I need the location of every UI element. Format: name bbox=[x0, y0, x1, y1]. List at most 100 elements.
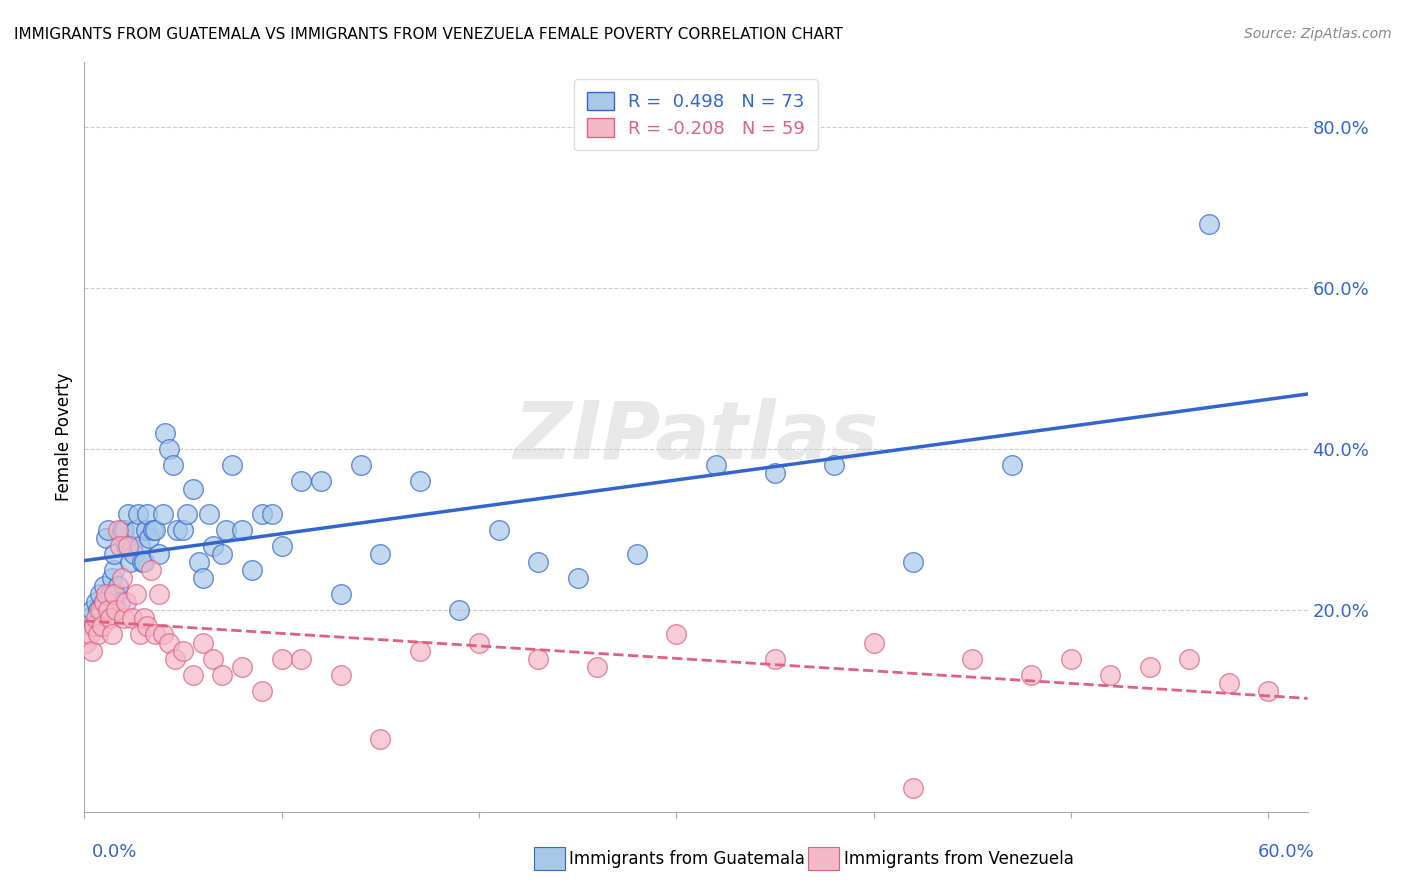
Point bbox=[131, 555, 153, 569]
Point bbox=[157, 635, 180, 649]
Point bbox=[94, 531, 117, 545]
Point bbox=[290, 651, 312, 665]
Text: Immigrants from Venezuela: Immigrants from Venezuela bbox=[844, 850, 1073, 868]
Point bbox=[98, 587, 121, 601]
Point bbox=[114, 539, 136, 553]
Point bbox=[201, 539, 224, 553]
Point bbox=[91, 603, 114, 617]
Point bbox=[124, 523, 146, 537]
Point bbox=[114, 595, 136, 609]
Point bbox=[181, 483, 204, 497]
Point bbox=[82, 603, 104, 617]
Point bbox=[901, 555, 924, 569]
Point bbox=[122, 547, 145, 561]
Point bbox=[136, 619, 159, 633]
Point bbox=[104, 603, 127, 617]
Point bbox=[111, 523, 134, 537]
Point bbox=[108, 539, 131, 553]
Point bbox=[231, 659, 253, 673]
Point bbox=[270, 651, 292, 665]
Text: 0.0%: 0.0% bbox=[91, 843, 136, 861]
Point bbox=[98, 611, 121, 625]
Point bbox=[181, 667, 204, 681]
Point bbox=[862, 635, 884, 649]
Point bbox=[93, 595, 115, 609]
Point bbox=[84, 611, 107, 625]
Point bbox=[449, 603, 471, 617]
Point bbox=[1257, 684, 1279, 698]
Point bbox=[191, 571, 214, 585]
Point bbox=[157, 442, 180, 457]
Point bbox=[103, 563, 125, 577]
Point bbox=[1198, 217, 1220, 231]
Point bbox=[103, 547, 125, 561]
Point bbox=[148, 587, 170, 601]
Point bbox=[704, 458, 727, 473]
Point bbox=[77, 611, 100, 625]
Point bbox=[1099, 667, 1122, 681]
Point bbox=[409, 643, 432, 657]
Point bbox=[1178, 651, 1201, 665]
Point bbox=[103, 587, 125, 601]
Point bbox=[138, 531, 160, 545]
Point bbox=[121, 539, 143, 553]
Point bbox=[1001, 458, 1024, 473]
Point bbox=[79, 627, 101, 641]
Point bbox=[132, 555, 155, 569]
Point bbox=[124, 587, 146, 601]
Point bbox=[127, 507, 149, 521]
Point bbox=[1139, 659, 1161, 673]
Point bbox=[172, 523, 194, 537]
Point bbox=[132, 611, 155, 625]
Point bbox=[763, 467, 786, 481]
Text: ZIPatlas: ZIPatlas bbox=[513, 398, 879, 476]
Point bbox=[87, 627, 110, 641]
Point bbox=[665, 627, 688, 641]
Text: Source: ZipAtlas.com: Source: ZipAtlas.com bbox=[1244, 27, 1392, 41]
Point bbox=[240, 563, 263, 577]
Point bbox=[527, 555, 550, 569]
Point bbox=[1021, 667, 1043, 681]
Text: Immigrants from Guatemala: Immigrants from Guatemala bbox=[569, 850, 806, 868]
Text: IMMIGRANTS FROM GUATEMALA VS IMMIGRANTS FROM VENEZUELA FEMALE POVERTY CORRELATIO: IMMIGRANTS FROM GUATEMALA VS IMMIGRANTS … bbox=[14, 27, 844, 42]
Point bbox=[176, 507, 198, 521]
Point bbox=[901, 780, 924, 795]
Point bbox=[215, 523, 238, 537]
Point bbox=[329, 587, 352, 601]
Point bbox=[172, 643, 194, 657]
Point bbox=[141, 563, 163, 577]
Point bbox=[128, 627, 150, 641]
Point bbox=[82, 643, 104, 657]
Point bbox=[136, 507, 159, 521]
Point bbox=[93, 595, 115, 609]
Point bbox=[152, 627, 174, 641]
Point bbox=[368, 547, 391, 561]
Point bbox=[166, 523, 188, 537]
Point bbox=[823, 458, 845, 473]
Point bbox=[117, 507, 139, 521]
Point bbox=[87, 603, 110, 617]
Point bbox=[101, 627, 124, 641]
Point bbox=[960, 651, 983, 665]
Point bbox=[162, 458, 184, 473]
Point bbox=[107, 523, 129, 537]
Text: 60.0%: 60.0% bbox=[1258, 843, 1315, 861]
Point bbox=[290, 475, 312, 489]
Point bbox=[201, 651, 224, 665]
Point bbox=[118, 555, 141, 569]
Point bbox=[191, 635, 214, 649]
Point bbox=[117, 539, 139, 553]
Point bbox=[270, 539, 292, 553]
Point bbox=[488, 523, 510, 537]
Y-axis label: Female Poverty: Female Poverty bbox=[55, 373, 73, 501]
Point bbox=[101, 571, 124, 585]
Point bbox=[89, 587, 111, 601]
Point bbox=[135, 523, 157, 537]
Point bbox=[91, 619, 114, 633]
Point bbox=[75, 635, 97, 649]
Point bbox=[112, 523, 135, 537]
Point bbox=[221, 458, 243, 473]
Point bbox=[93, 579, 115, 593]
Point bbox=[211, 667, 233, 681]
Point bbox=[89, 603, 111, 617]
